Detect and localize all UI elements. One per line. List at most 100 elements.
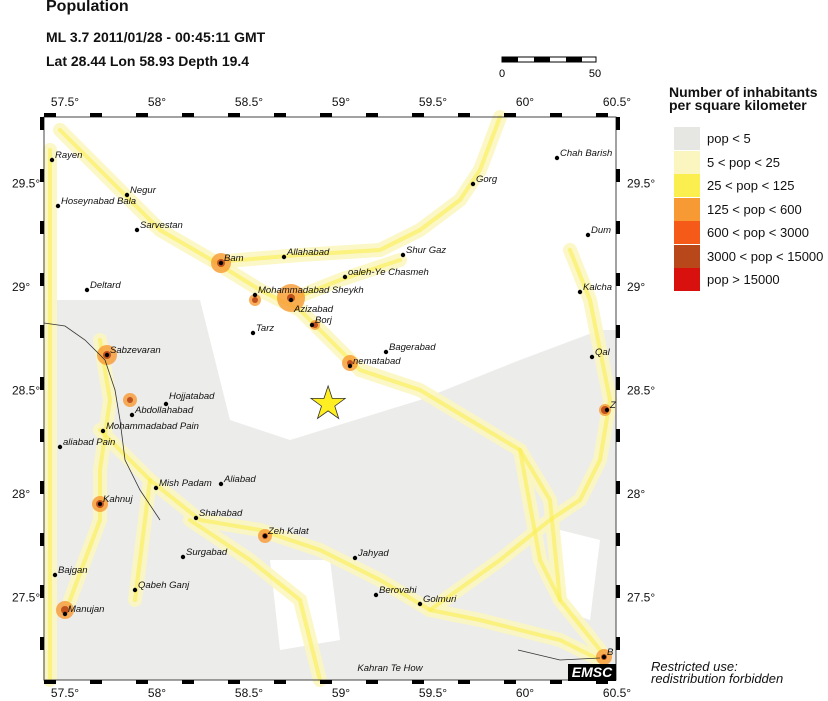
map-title: Population	[46, 0, 129, 15]
city-dot	[57, 444, 63, 450]
city-dot	[470, 181, 476, 187]
city-dot	[288, 297, 294, 303]
populated-corridor	[288, 258, 402, 302]
city-dot	[352, 555, 358, 561]
legend-label: 25 < pop < 125	[707, 178, 795, 193]
legend-label: 5 < pop < 25	[707, 154, 781, 170]
scale-min: 0	[499, 68, 505, 80]
city-dot	[180, 554, 186, 560]
city-label: aliabad Pain	[63, 437, 115, 448]
city-dot	[589, 354, 595, 360]
legend-label: 600 < pop < 3000	[707, 225, 809, 240]
city-marker: Qal	[589, 347, 611, 360]
city-marker: Mish Padam	[153, 478, 212, 491]
city-dot	[124, 192, 130, 198]
city-label: Mohammadabad Sheykh	[258, 285, 364, 296]
legend-label: 3000 < pop < 15000	[707, 248, 824, 264]
city-dot	[97, 501, 103, 507]
city-label: Rayen	[55, 150, 82, 161]
city-marker: Bagerabad	[383, 342, 436, 355]
legend-label: pop > 15000	[707, 272, 780, 287]
city-dot	[218, 260, 224, 266]
city-marker: Borj	[309, 315, 333, 328]
populated-corridor	[188, 518, 322, 682]
city-dot	[193, 515, 199, 521]
city-label: Kalcha	[583, 282, 612, 293]
city-dot	[104, 352, 110, 358]
lon-label-top: 58.5°	[235, 95, 263, 109]
city-dot	[55, 203, 61, 209]
urban-core	[252, 297, 258, 303]
city-label: Aliabad	[223, 474, 256, 485]
province-border	[43, 322, 161, 521]
scale-max: 50	[589, 68, 601, 80]
legend-item: 125 < pop < 600	[674, 197, 828, 221]
city-dot	[604, 407, 610, 413]
legend-swatch	[674, 174, 700, 197]
location-line: Lat 28.44 Lon 58.93 Depth 19.4	[46, 53, 250, 69]
city-label: Z	[609, 400, 617, 411]
map-frame	[40, 113, 620, 684]
city-label: Berovahi	[379, 585, 417, 596]
city-dot	[601, 654, 607, 660]
city-dot	[163, 401, 169, 407]
lat-label-right: 29°	[627, 280, 645, 294]
populated-corridor	[518, 448, 562, 602]
lon-label-top: 57.5°	[51, 95, 79, 109]
city-label: Zeh Kalat	[267, 526, 309, 537]
city-label: Mohammadabad Pain	[106, 421, 199, 432]
city-marker: Hojjatabad	[163, 391, 215, 407]
legend-swatch	[674, 197, 700, 221]
city-dot	[129, 412, 135, 418]
city-label: Shahabad	[199, 508, 243, 519]
legend-label: pop < 5	[707, 131, 751, 146]
city-label: Negur	[130, 185, 157, 196]
city-marker: Abdollahabad	[129, 405, 194, 418]
city-marker: Dum	[585, 225, 611, 238]
city-dot	[153, 485, 159, 491]
city-label: Gorg	[476, 174, 498, 185]
city-dot	[417, 601, 423, 607]
city-dot	[347, 363, 353, 369]
legend-item: 25 < pop < 125	[674, 174, 828, 197]
legend-title: Number of inhabitants per square kilomete…	[669, 84, 818, 113]
city-marker: Kahran Te How	[357, 663, 423, 674]
province-border	[517, 649, 601, 661]
city-label: Shur Gaz	[406, 245, 446, 256]
city-marker: Surgabad	[180, 547, 228, 560]
city-marker: Sarvestan	[134, 220, 183, 233]
lat-label-right: 28°	[627, 487, 645, 501]
populated-corridor	[133, 478, 152, 602]
axis-labels: 57.5° 57.5° 58° 58° 58.5° 58.5° 59° 59° 59.5° 59.…	[12, 95, 655, 700]
city-label: Bajgan	[58, 565, 88, 576]
legend-swatch	[674, 268, 700, 291]
lat-label-left: 29.5°	[12, 177, 40, 191]
city-label: Borj	[315, 315, 333, 326]
city-marker: B	[601, 647, 614, 660]
city-dot	[84, 287, 90, 293]
city-marker: Zeh Kalat	[262, 526, 309, 539]
city-label: Tarz	[256, 323, 274, 334]
city-marker: Golmuri	[417, 594, 457, 607]
populated-corridor	[98, 428, 602, 662]
city-marker: Kalcha	[577, 282, 612, 295]
city-dot	[585, 232, 591, 238]
city-dot	[309, 322, 315, 328]
emsc-logo: EMSC	[568, 664, 616, 681]
lon-label-top: 59°	[332, 95, 350, 109]
lat-label-right: 28.5°	[627, 384, 655, 398]
city-label: Golmuri	[423, 594, 457, 605]
legend-item: pop < 5	[674, 127, 828, 150]
city-dot	[262, 533, 268, 539]
city-marker: Kahnuj	[97, 494, 133, 507]
city-dot	[132, 587, 138, 593]
city-dot	[373, 592, 379, 598]
lon-label-top: 60.5°	[603, 95, 631, 109]
lon-label-bottom: 60.5°	[603, 686, 631, 700]
city-dot	[49, 157, 55, 163]
event-line: ML 3.7 2011/01/28 - 00:45:11 GMT	[46, 29, 266, 45]
city-marker: aliabad Pain	[57, 437, 115, 450]
populated-corridor	[58, 128, 602, 652]
